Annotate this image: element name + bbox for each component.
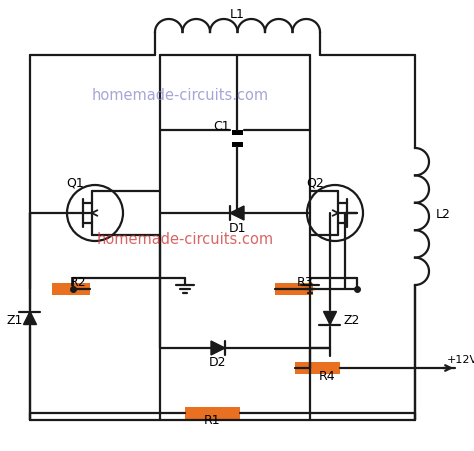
Text: R4: R4: [319, 369, 335, 382]
Circle shape: [307, 185, 363, 241]
Bar: [275, 283, 313, 295]
Polygon shape: [230, 206, 244, 220]
Text: R3: R3: [297, 276, 313, 289]
Polygon shape: [211, 341, 225, 355]
Text: R1: R1: [204, 414, 220, 428]
Text: R2: R2: [70, 276, 86, 289]
Text: +12V: +12V: [447, 355, 474, 365]
Bar: [232, 130, 243, 135]
Text: Z1: Z1: [7, 313, 23, 327]
Polygon shape: [24, 312, 36, 325]
Text: D1: D1: [229, 221, 247, 235]
Text: Q1: Q1: [66, 176, 84, 189]
Text: Z2: Z2: [344, 313, 360, 327]
Text: L1: L1: [229, 8, 245, 20]
Bar: [232, 142, 243, 147]
Text: C1: C1: [214, 120, 230, 133]
Polygon shape: [323, 312, 337, 325]
Bar: [295, 362, 340, 374]
Text: homemade-circuits.com: homemade-circuits.com: [96, 233, 273, 248]
Text: D2: D2: [209, 355, 227, 368]
Text: homemade-circuits.com: homemade-circuits.com: [91, 87, 269, 102]
Text: Q2: Q2: [306, 176, 324, 189]
Text: L2: L2: [436, 208, 450, 221]
Circle shape: [67, 185, 123, 241]
Bar: [52, 283, 90, 295]
Bar: [185, 407, 240, 419]
